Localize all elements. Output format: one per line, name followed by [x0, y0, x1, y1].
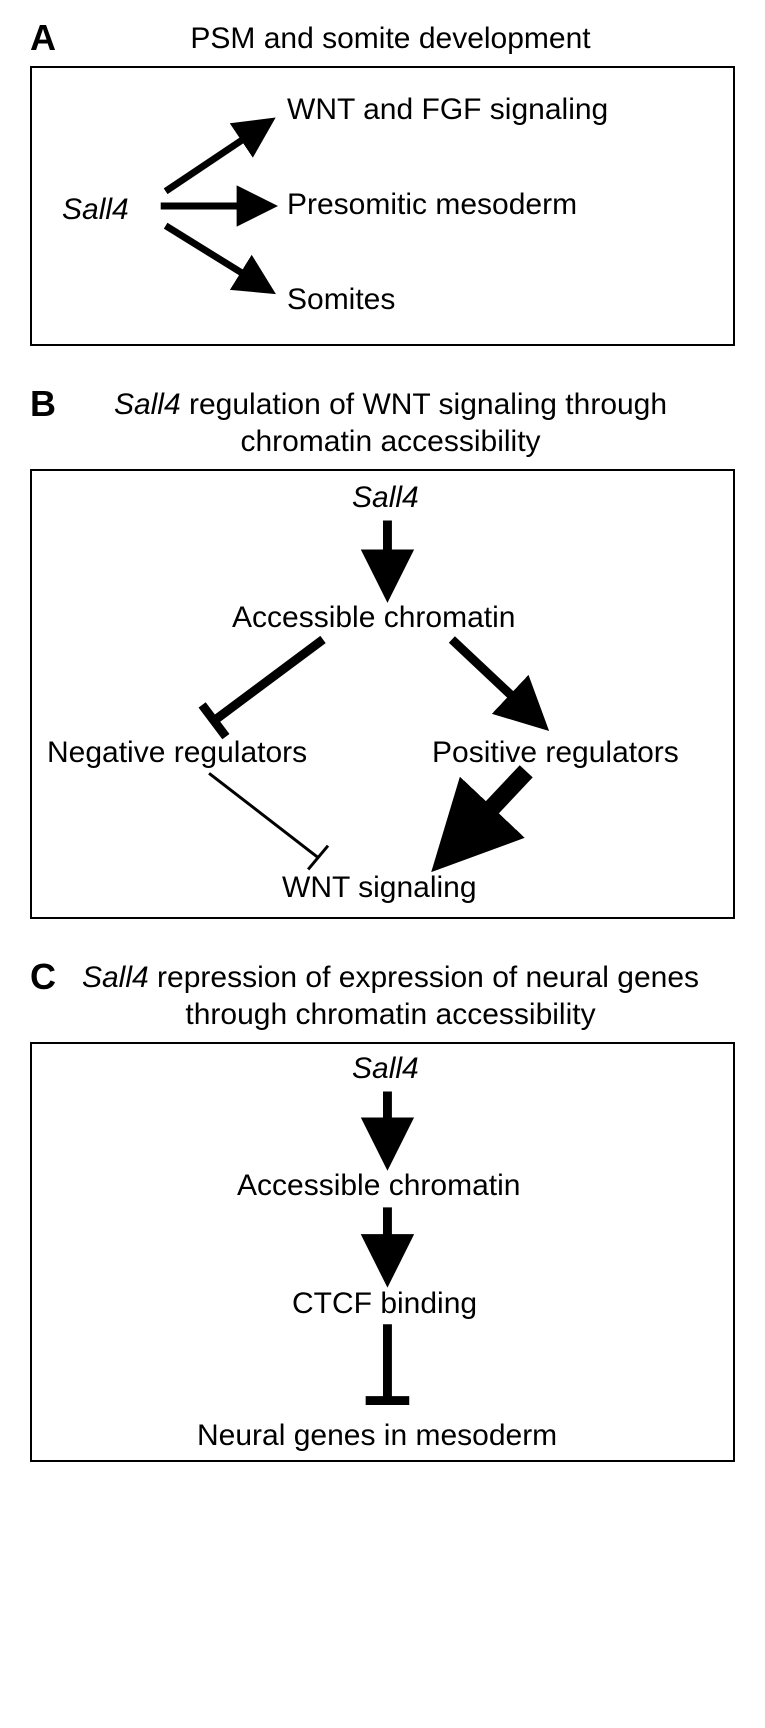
panel-b-title-rest: regulation of WNT signaling through chro… — [189, 388, 667, 459]
panel-b-header: B Sall4 regulation of WNT signaling thro… — [30, 386, 735, 461]
node-neg-reg: Negative regulators — [47, 736, 307, 769]
panel-c-arrows — [32, 1044, 733, 1460]
inhibit-ctcf-neural — [366, 1324, 410, 1400]
node-ctcf: CTCF binding — [292, 1287, 477, 1320]
node-neural: Neural genes in mesoderm — [197, 1419, 557, 1452]
arrow-accessible-pos — [452, 639, 536, 718]
node-psm: Presomitic mesoderm — [287, 188, 577, 221]
panel-a-header: A PSM and somite development — [30, 20, 735, 58]
panel-b-title: Sall4 regulation of WNT signaling throug… — [76, 386, 735, 461]
node-sall4-b: Sall4 — [352, 481, 419, 514]
panel-c: C Sall4 repression of expression of neur… — [30, 959, 735, 1462]
node-sall4-c: Sall4 — [352, 1052, 419, 1085]
panel-a-box: Sall4 WNT and FGF signaling Presomitic m… — [30, 66, 735, 346]
panel-b-arrows — [32, 471, 733, 917]
panel-a-title: PSM and somite development — [76, 20, 735, 58]
node-somites: Somites — [287, 283, 395, 316]
panel-c-box: Sall4 Accessible chromatin CTCF binding … — [30, 1042, 735, 1462]
arrow-sall4-wnt — [166, 125, 265, 191]
node-wnt-b: WNT signaling — [282, 871, 477, 904]
panel-c-title-italic: Sall4 — [82, 961, 149, 994]
panel-b: B Sall4 regulation of WNT signaling thro… — [30, 386, 735, 919]
node-pos-reg: Positive regulators — [432, 736, 679, 769]
panel-a-letter: A — [30, 20, 56, 56]
panel-c-title-rest: repression of expression of neural genes… — [157, 961, 699, 1032]
inhibit-neg-wnt — [209, 773, 328, 869]
inhibit-accessible-neg — [202, 639, 323, 736]
panel-b-title-italic: Sall4 — [114, 388, 181, 421]
panel-b-box: Sall4 Accessible chromatin Negative regu… — [30, 469, 735, 919]
panel-c-header: C Sall4 repression of expression of neur… — [30, 959, 735, 1034]
node-accessible-b: Accessible chromatin — [232, 601, 515, 634]
panel-c-letter: C — [30, 959, 56, 995]
panel-c-title: Sall4 repression of expression of neural… — [76, 959, 735, 1034]
node-sall4-a: Sall4 — [62, 193, 129, 226]
node-wnt-fgf: WNT and FGF signaling — [287, 93, 608, 126]
arrow-sall4-somites — [166, 225, 265, 286]
panel-a: A PSM and somite development Sall4 WNT a… — [30, 20, 735, 346]
arrow-pos-wnt — [462, 771, 526, 839]
panel-b-letter: B — [30, 386, 56, 422]
node-accessible-c: Accessible chromatin — [237, 1169, 520, 1202]
